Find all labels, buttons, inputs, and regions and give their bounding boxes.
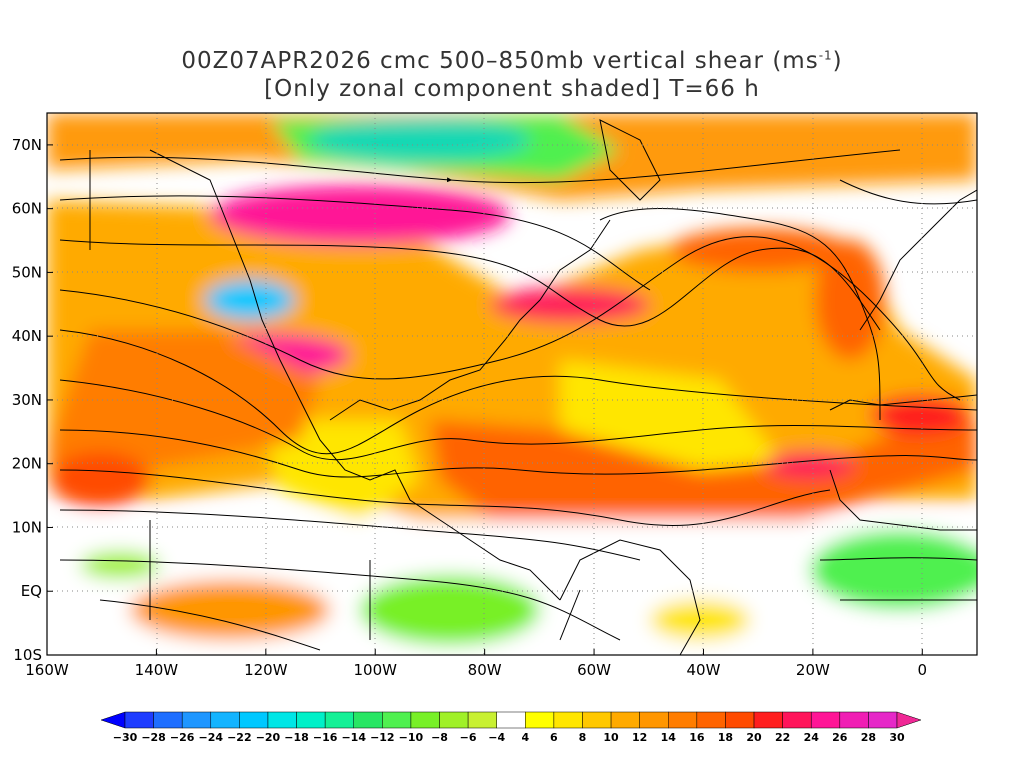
colorbar-swatch [868,711,898,729]
lat-tick-label: 30N [12,391,42,409]
colorbar-swatch [696,711,726,729]
colorbar: −30 −28 −26 −24 −22 −20 −18 −16 −14 −12 −10 −8 −6 −4 4… [100,711,922,744]
lon-tick-label: 0 [918,661,928,679]
colorbar-label: 20 [746,731,762,744]
colorbar-swatch [410,711,440,729]
lon-tick-label: 140W [135,661,179,679]
colorbar-swatch [439,711,469,729]
lon-tick-label: 60W [577,661,611,679]
colorbar-swatch [753,711,783,729]
colorbar-swatch [553,711,583,729]
colorbar-label: −10 [399,731,424,744]
colorbar-label: −18 [284,731,309,744]
colorbar-label: −16 [313,731,338,744]
lat-tick-label: 20N [12,455,42,473]
lon-tick-label: 120W [244,661,288,679]
colorbar-label: 22 [775,731,790,744]
plot-frame [46,112,978,656]
colorbar-label: −6 [460,731,477,744]
lon-tick-label: 80W [468,661,502,679]
colorbar-label: −12 [370,731,395,744]
colorbar-high-arrow [896,711,922,729]
colorbar-swatch [124,711,154,729]
colorbar-swatch [839,711,869,729]
colorbar-swatch [324,711,354,729]
colorbar-label: −22 [227,731,252,744]
lat-tick-label: 70N [12,136,42,154]
colorbar-swatch [668,711,698,729]
colorbar-swatch [496,711,526,729]
colorbar-swatch [210,711,240,729]
lon-tick-label: 40W [687,661,721,679]
longitude-ticks: 160W 140W 120W 100W 80W 60W 40W 20W 0 [25,649,927,679]
lon-tick-label: 20W [796,661,830,679]
colorbar-swatch [181,711,212,729]
colorbar-swatch [353,711,383,729]
colorbar-label: −14 [341,731,366,744]
colorbar-label: 26 [832,731,848,744]
colorbar-label: −4 [488,731,505,744]
colorbar-label: 18 [718,731,733,744]
colorbar-swatch [810,711,841,729]
lat-tick-label: 10S [13,646,42,664]
colorbar-label: 30 [889,731,905,744]
colorbar-label: 12 [632,731,647,744]
colorbar-label: 14 [661,731,677,744]
colorbar-swatch [382,711,412,729]
lat-tick-label: 50N [12,263,42,281]
colorbar-low-arrow [100,711,126,729]
graticule [47,113,977,655]
latitude-ticks: 70N 60N 50N 40N 30N 20N 10N EQ 10S [12,136,53,664]
colorbar-swatch [725,711,755,729]
colorbar-swatch [610,711,640,729]
colorbar-label: 4 [521,731,529,744]
colorbar-label: 24 [804,731,820,744]
colorbar-swatch [639,711,669,729]
colorbar-label: −24 [199,731,224,744]
streamlines [59,149,977,651]
colorbar-label: −26 [170,731,195,744]
lon-tick-label: 100W [354,661,398,679]
lat-tick-label: EQ [21,582,42,600]
colorbar-swatch [239,711,269,729]
colorbar-label: −20 [256,731,281,744]
colorbar-swatch [582,711,612,729]
lon-tick-label: 160W [25,661,69,679]
colorbar-swatch [525,711,555,729]
map-title-line1: 00Z07APR2026 cmc 500–850mb vertical shea… [181,48,843,74]
colorbar-label: 6 [550,731,558,744]
lat-tick-label: 10N [12,518,42,536]
colorbar-label: 10 [603,731,619,744]
colorbar-label: 16 [689,731,705,744]
colorbar-swatch [267,711,297,729]
shear-shading [47,113,977,655]
colorbar-label: −28 [141,731,166,744]
colorbar-swatch [782,711,812,729]
colorbar-label: 28 [861,731,876,744]
colorbar-swatch [467,711,497,729]
colorbar-swatch [296,711,326,729]
colorbar-swatch [153,711,183,729]
lat-tick-label: 60N [12,200,42,218]
lat-tick-label: 40N [12,327,42,345]
colorbar-label: 8 [579,731,587,744]
colorbar-label: −8 [431,731,448,744]
map-title-line2: [Only zonal component shaded] T=66 h [264,76,760,102]
colorbar-label: −30 [113,731,138,744]
